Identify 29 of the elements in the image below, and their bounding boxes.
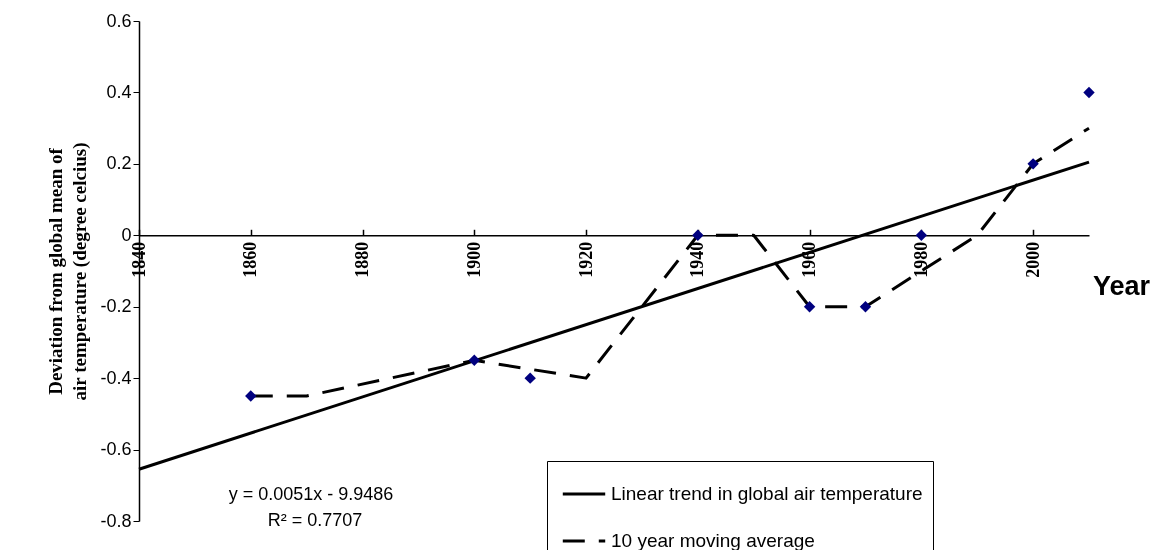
point <box>1083 86 1095 99</box>
point <box>468 354 480 366</box>
x-tick-label: 1920 <box>575 241 596 278</box>
x-tick-label: 2000 <box>1022 241 1043 278</box>
y-tick-label: 0.4 <box>106 81 132 102</box>
x-tick-label: 1940 <box>687 241 708 278</box>
y-tick-label: 0.6 <box>106 10 132 31</box>
point <box>915 229 928 241</box>
point <box>524 372 536 384</box>
point <box>245 390 257 402</box>
x-tick-label: 1900 <box>463 241 484 278</box>
annotation: y = 0.0051x - 9.9486 <box>228 484 394 504</box>
y-tick-label: 0 <box>121 224 132 245</box>
point <box>1027 158 1039 170</box>
point <box>859 301 872 313</box>
x-axis-title: Year <box>1092 270 1151 301</box>
y-tick-label: 0.2 <box>106 153 132 174</box>
point <box>692 229 704 241</box>
y-axis-title: Deviation from global mean of air temperature (degree celcius) <box>45 142 92 401</box>
y-tick-label: -0.6 <box>100 439 132 460</box>
y-tick-label: -0.8 <box>100 510 132 531</box>
annotation: R² = 0.7707 <box>267 510 363 530</box>
y-tick-label: -0.2 <box>100 296 132 317</box>
x-tick-label: 1980 <box>910 241 931 278</box>
y-tick-label: -0.4 <box>100 367 132 388</box>
x-tick-label: 1880 <box>352 241 373 278</box>
point <box>803 301 816 313</box>
legend-label: Linear trend in global air temperature <box>611 483 923 504</box>
x-tick-label: 1860 <box>240 241 261 278</box>
